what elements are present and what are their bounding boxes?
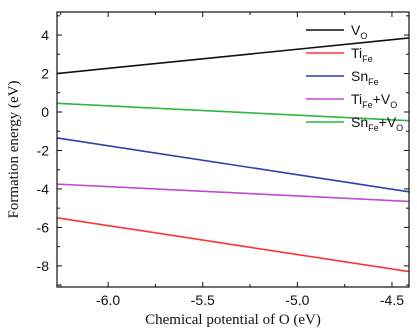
y-tick-label: -8 — [37, 258, 50, 274]
x-tick-label: -5.0 — [285, 292, 309, 308]
legend-label-snfe-vo: SnFe+VO — [351, 114, 403, 133]
y-tick-label: -2 — [37, 142, 50, 158]
y-tick-label: 2 — [41, 66, 49, 82]
y-tick-label: -4 — [37, 181, 50, 197]
series-line-tife-vo — [57, 183, 409, 203]
legend-label-vo: VO — [351, 22, 367, 41]
series-line-snfe-vo — [57, 102, 409, 122]
series-line-vo — [57, 37, 409, 75]
x-axis-title: Chemical potential of O (eV) — [145, 312, 321, 328]
series-line-snfe — [57, 137, 409, 193]
legend-label-snfe: SnFe — [351, 68, 379, 87]
plot-frame — [56, 11, 410, 288]
legend-label-tife: TiFe — [351, 45, 373, 64]
y-tick-label: 0 — [41, 104, 49, 120]
legend-label-tife-vo: TiFe+VO — [351, 91, 397, 110]
series-line-tife — [57, 216, 409, 273]
series-group — [57, 37, 409, 273]
y-tick-label: 4 — [41, 27, 49, 43]
y-tick-label: -6 — [37, 219, 50, 235]
y-axis-title: Formation energy (eV) — [6, 80, 22, 218]
x-tick-label: -6.0 — [96, 292, 120, 308]
x-tick-label: -5.5 — [191, 292, 215, 308]
x-tick-label: -4.5 — [380, 292, 404, 308]
